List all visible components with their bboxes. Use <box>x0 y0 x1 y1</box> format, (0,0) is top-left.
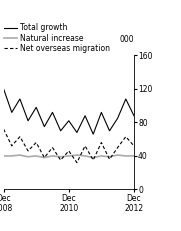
Text: 000: 000 <box>119 35 134 44</box>
Legend: Total growth, Natural increase, Net overseas migration: Total growth, Natural increase, Net over… <box>4 24 110 53</box>
